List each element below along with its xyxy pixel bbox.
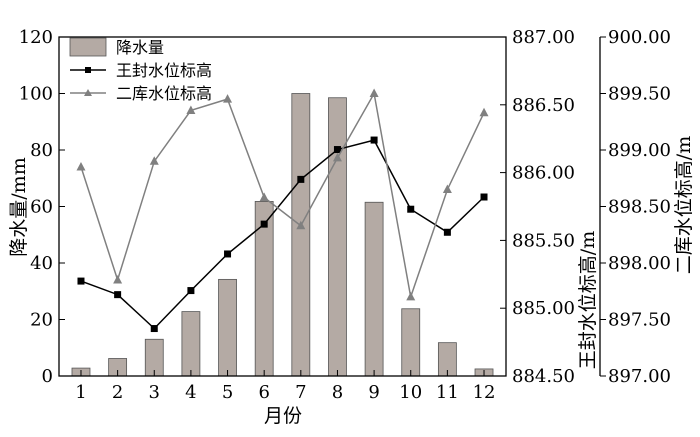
line-wangfeng: [80, 139, 485, 330]
bar: [218, 278, 237, 377]
point-wangfeng: [407, 205, 415, 213]
y2-axis: 884.50 885.00 885.50 886.00 886.50 887.00: [500, 27, 575, 387]
point-wangfeng: [370, 136, 378, 144]
y3-tick-label: 899.50: [608, 84, 671, 105]
point-erku: [259, 192, 269, 201]
x-tick-label: 11: [436, 382, 459, 403]
y3-tick-label: 899.00: [608, 140, 671, 161]
y1-tick-label: 0: [42, 366, 53, 387]
point-wangfeng: [297, 175, 305, 183]
point-erku: [479, 107, 489, 117]
point-erku: [113, 274, 123, 284]
bar: [291, 93, 311, 377]
y3-tick-label: 897.00: [608, 366, 671, 387]
point-wangfeng: [187, 287, 195, 295]
point-erku: [296, 220, 306, 230]
x-tick-label: 2: [112, 382, 123, 403]
y1-tick-label: 40: [30, 253, 53, 274]
legend-swatch-precipitation: [69, 37, 107, 57]
y1-axis-title: 降水量/mm: [8, 157, 30, 256]
y3-axis: 897.00 897.50 898.00 898.50 899.00 899.50 900.…: [599, 27, 671, 387]
y1-tick-label: 120: [19, 27, 53, 48]
y1-axis: 0 20 40 60 80 100 120: [19, 27, 65, 387]
point-erku: [223, 94, 233, 103]
bar-series: [71, 93, 494, 377]
point-wangfeng: [150, 325, 158, 333]
y2-tick-label: 885.00: [512, 298, 575, 319]
legend-label-precipitation: 降水量: [116, 38, 164, 57]
point-wangfeng: [260, 220, 268, 228]
x-tick-label: 5: [222, 382, 233, 403]
y2-tick-label: 886.50: [512, 95, 575, 116]
bar: [328, 97, 347, 377]
x-tick-label: 1: [75, 382, 86, 403]
point-wangfeng: [114, 291, 122, 299]
y2-tick-label: 887.00: [512, 27, 575, 48]
x-axis-title: 月份: [264, 405, 302, 427]
y3-tick-label: 900.00: [608, 27, 671, 48]
legend-label-erku: 二库水位标高: [116, 84, 212, 103]
point-wangfeng: [333, 146, 341, 154]
point-wangfeng: [77, 277, 85, 285]
point-erku: [186, 105, 196, 114]
x-tick-label: 9: [368, 382, 379, 403]
y2-tick-label: 885.50: [512, 230, 575, 251]
point-wangfeng: [443, 228, 451, 236]
legend-marker-wangfeng: [85, 67, 91, 73]
y1-tick-label: 100: [19, 84, 53, 105]
legend-label-wangfeng: 王封水位标高: [116, 61, 212, 80]
line-series: [76, 88, 489, 333]
bar: [181, 311, 201, 377]
legend-marker-erku: [84, 89, 92, 96]
y2-tick-label: 884.50: [512, 366, 575, 387]
y2-tick-label: 886.00: [512, 163, 575, 184]
point-erku: [442, 184, 452, 194]
legend: 降水量 王封水位标高 二库水位标高: [69, 37, 212, 103]
point-wangfeng: [224, 250, 232, 258]
y1-tick-label: 20: [30, 310, 53, 331]
point-erku: [149, 156, 159, 165]
x-tick-label: 12: [473, 382, 496, 403]
bar: [401, 308, 421, 377]
point-erku: [369, 88, 379, 97]
line-erku: [80, 91, 485, 300]
y3-tick-label: 898.50: [608, 197, 671, 218]
x-tick-label: 3: [149, 382, 160, 403]
x-tick-label: 8: [332, 382, 343, 403]
x-axis: 1 2 3 4 5 6 7 8 9 10 11 12: [75, 370, 495, 403]
y3-tick-label: 897.50: [608, 310, 671, 331]
x-tick-label: 10: [399, 382, 422, 403]
y2-axis-title: 王封水位标高/m: [577, 231, 599, 369]
x-tick-label: 7: [295, 382, 306, 403]
x-tick-label: 4: [185, 382, 196, 403]
point-erku: [332, 152, 342, 162]
y3-tick-label: 898.00: [608, 253, 671, 274]
point-erku: [76, 161, 86, 171]
bar: [364, 201, 384, 377]
point-erku: [406, 291, 416, 301]
y3-axis-title: 二库水位标高/m: [673, 136, 695, 274]
point-wangfeng: [480, 193, 488, 201]
y1-tick-label: 60: [30, 197, 53, 218]
x-tick-label: 6: [258, 382, 269, 403]
y1-tick-label: 80: [30, 140, 53, 161]
